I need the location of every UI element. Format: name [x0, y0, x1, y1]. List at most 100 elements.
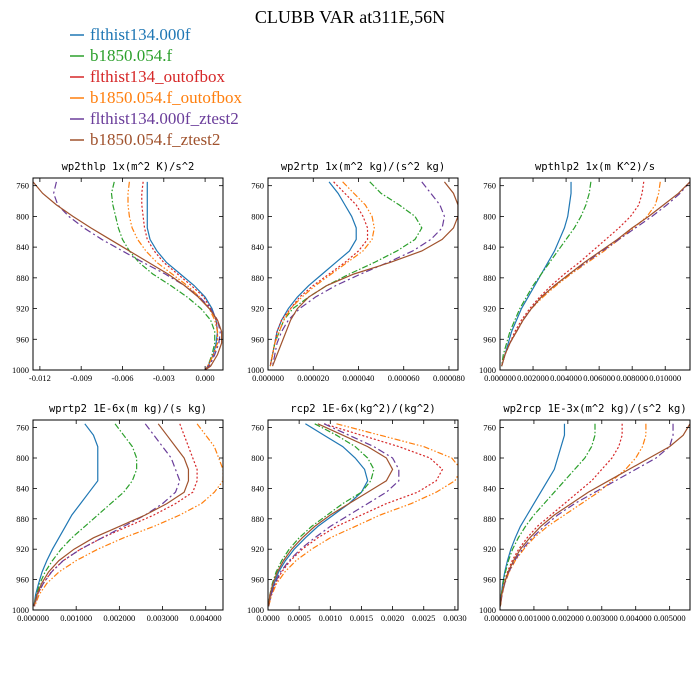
panel-title: rcp2 1E-6x(kg^2)/(kg^2)	[290, 403, 435, 415]
y-tick-label: 760	[483, 181, 496, 191]
x-tick-label: 0.004000	[190, 613, 222, 623]
legend-label: flthist134.000f	[90, 25, 191, 44]
x-tick-label: -0.003	[153, 373, 175, 383]
x-tick-label: 0.000	[196, 373, 215, 383]
series-line	[271, 181, 458, 367]
panel-title: wp2rtp 1x(m^2 kg)/(s^2 kg)	[281, 161, 445, 173]
panel-2: wp2rtp 1x(m^2 kg)/(s^2 kg) 760 800 840 880 92…	[247, 161, 465, 383]
legend-item: flthist134.000f_ztest2	[70, 109, 239, 128]
panel-4: wprtp2 1E-6x(m kg)/(s kg) 760 800 840 880 920…	[12, 403, 224, 623]
series-line	[33, 423, 181, 607]
x-tick-label: 0.002000	[103, 613, 135, 623]
y-tick-label: 880	[483, 273, 496, 283]
x-tick-label: 0.003000	[147, 613, 179, 623]
series-group	[501, 181, 690, 367]
y-tick-label: 760	[483, 423, 496, 433]
y-tick-label: 960	[251, 575, 264, 585]
y-tick-label: 960	[483, 575, 496, 585]
panel-3: wpthlp2 1x(m K^2)/s 760 800 840 880 920 960 100…	[479, 161, 691, 383]
series-line	[268, 423, 369, 607]
y-tick-label: 800	[16, 453, 29, 463]
x-tick-label: 0.001000	[60, 613, 92, 623]
x-tick-label: 0.0020	[381, 613, 404, 623]
y-tick-label: 840	[483, 483, 496, 493]
x-tick-label: 0.000040	[343, 373, 375, 383]
x-tick-label: 0.003000	[586, 613, 618, 623]
x-tick-label: 0.002000	[552, 613, 584, 623]
x-tick-label: 0.001000	[518, 613, 550, 623]
x-tick-label: 0.0010	[319, 613, 342, 623]
x-tick-label: 0.0015	[350, 613, 373, 623]
panel-title: wpthlp2 1x(m K^2)/s	[535, 161, 655, 173]
y-tick-label: 960	[483, 334, 496, 344]
y-tick-label: 920	[251, 304, 264, 314]
y-tick-label: 1000	[479, 605, 496, 615]
figure-title: CLUBB VAR at311E,56N	[255, 7, 445, 27]
panel-1: wp2thlp 1x(m^2 K)/s^2 760 800 840 880 920 960 1…	[12, 161, 224, 383]
x-tick-label: 0.006000	[583, 373, 615, 383]
y-tick-label: 880	[251, 514, 264, 524]
legend-label: flthist134_outofbox	[90, 67, 226, 86]
series-group	[269, 181, 458, 367]
series-line	[268, 423, 375, 607]
y-tick-label: 760	[16, 181, 29, 191]
y-tick-label: 1000	[479, 365, 496, 375]
y-tick-label: 920	[16, 544, 29, 554]
x-tick-label: -0.009	[70, 373, 92, 383]
y-tick-label: 840	[251, 483, 264, 493]
y-tick-label: 920	[483, 544, 496, 554]
series-line	[500, 423, 690, 607]
x-tick-label: 0.005000	[654, 613, 686, 623]
x-tick-label: 0.000080	[433, 373, 465, 383]
series-group	[500, 423, 690, 607]
y-tick-label: 960	[16, 334, 29, 344]
x-tick-label: 0.000060	[388, 373, 420, 383]
y-tick-label: 920	[483, 304, 496, 314]
panel-5: rcp2 1E-6x(kg^2)/(kg^2) 760 800 840 880 920 96…	[247, 403, 467, 623]
series-line	[501, 181, 661, 367]
y-tick-label: 760	[251, 423, 264, 433]
y-tick-label: 1000	[12, 365, 29, 375]
legend-item: b1850.054.f	[70, 46, 173, 65]
legend-item: flthist134_outofbox	[70, 67, 226, 86]
panel-frame	[499, 177, 691, 371]
y-tick-label: 800	[251, 453, 264, 463]
x-tick-label: 0.010000	[649, 373, 681, 383]
series-line	[271, 181, 446, 367]
series-line	[33, 423, 99, 607]
x-tick-label: 0.004000	[550, 373, 582, 383]
series-group	[33, 423, 223, 607]
x-tick-label: 0.008000	[616, 373, 648, 383]
y-tick-label: 1000	[247, 605, 264, 615]
legend-label: flthist134.000f_ztest2	[90, 109, 239, 128]
panel-title: wprtp2 1E-6x(m kg)/(s kg)	[49, 403, 207, 415]
y-tick-label: 920	[251, 544, 264, 554]
series-line	[146, 181, 219, 370]
legend-item: b1850.054.f_outofbox	[70, 88, 243, 107]
panel-title: wp2rcp 1E-3x(m^2 kg)/(s^2 kg)	[503, 403, 686, 415]
series-line	[33, 423, 190, 607]
series-line	[268, 423, 394, 607]
series-line	[268, 423, 444, 607]
series-line	[33, 181, 223, 370]
x-tick-label: 0.000000	[484, 373, 516, 383]
series-line	[268, 423, 458, 607]
series-line	[110, 181, 216, 370]
series-line	[141, 181, 219, 370]
y-tick-label: 800	[251, 211, 264, 221]
panel-frame	[267, 177, 459, 371]
x-tick-label: 0.0025	[412, 613, 435, 623]
panels: wp2thlp 1x(m^2 K)/s^2 760 800 840 880 920 960 1…	[12, 161, 691, 623]
series-line	[127, 181, 219, 370]
series-line	[500, 423, 596, 607]
y-tick-label: 760	[16, 423, 29, 433]
series-line	[501, 181, 690, 367]
y-tick-label: 960	[16, 575, 29, 585]
series-group	[33, 181, 223, 370]
series-line	[500, 423, 674, 607]
y-tick-label: 800	[16, 211, 29, 221]
series-line	[269, 181, 369, 367]
y-tick-label: 880	[16, 514, 29, 524]
series-line	[34, 423, 223, 607]
x-tick-label: 0.002000	[517, 373, 549, 383]
